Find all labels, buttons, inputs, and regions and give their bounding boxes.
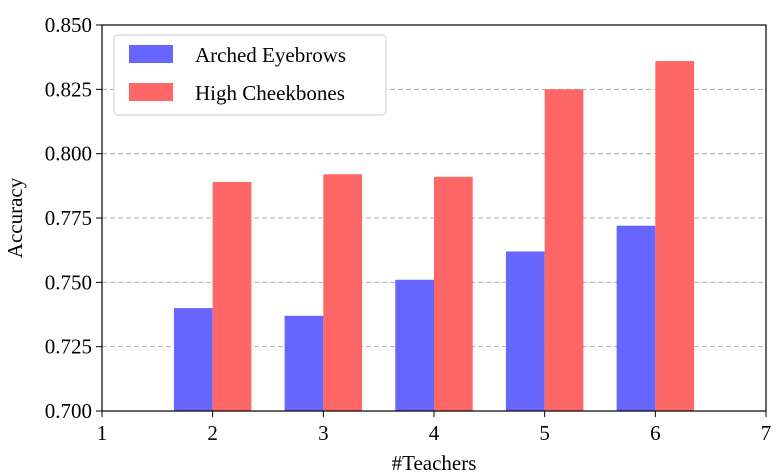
bar-arched-eyebrows-5 [505,251,545,411]
bars [173,61,695,411]
y-tick-label: 0.700 [45,399,92,423]
bar-high-cheekbones-6 [655,61,695,411]
x-tick-label: 2 [207,421,218,445]
x-tick-label: 5 [539,421,550,445]
bar-arched-eyebrows-2 [173,308,213,411]
y-axis-title: Accuracy [3,177,27,258]
legend-swatch-arched-eyebrows [129,45,173,63]
x-tick-label: 3 [318,421,329,445]
x-tick-label: 1 [97,421,108,445]
legend: Arched Eyebrows High Cheekbones [113,34,387,116]
legend-label-high-cheekbones: High Cheekbones [195,81,345,105]
bar-high-cheekbones-4 [434,176,473,411]
bar-high-cheekbones-2 [212,181,252,411]
x-ticks: 1 2 3 4 5 6 7 [97,411,772,445]
bar-high-cheekbones-3 [323,174,363,411]
x-tick-label: 7 [761,421,772,445]
x-tick-label: 6 [650,421,661,445]
y-tick-label: 0.725 [45,335,92,359]
y-tick-label: 0.775 [45,206,92,230]
y-tick-label: 0.850 [45,13,92,37]
bar-arched-eyebrows-3 [284,315,324,411]
legend-frame [113,34,387,116]
bar-arched-eyebrows-4 [395,279,434,411]
legend-swatch-high-cheekbones [129,83,173,101]
x-axis-title: #Teachers [392,451,477,475]
legend-label-arched-eyebrows: Arched Eyebrows [195,43,346,67]
bar-high-cheekbones-5 [544,89,584,411]
y-tick-label: 0.750 [45,270,92,294]
x-tick-label: 4 [429,421,440,445]
y-tick-label: 0.800 [45,142,92,166]
y-tick-label: 0.825 [45,77,92,101]
bar-arched-eyebrows-6 [616,225,656,411]
y-ticks: 0.700 0.725 0.750 0.775 0.800 0.825 0.850 [45,13,102,423]
